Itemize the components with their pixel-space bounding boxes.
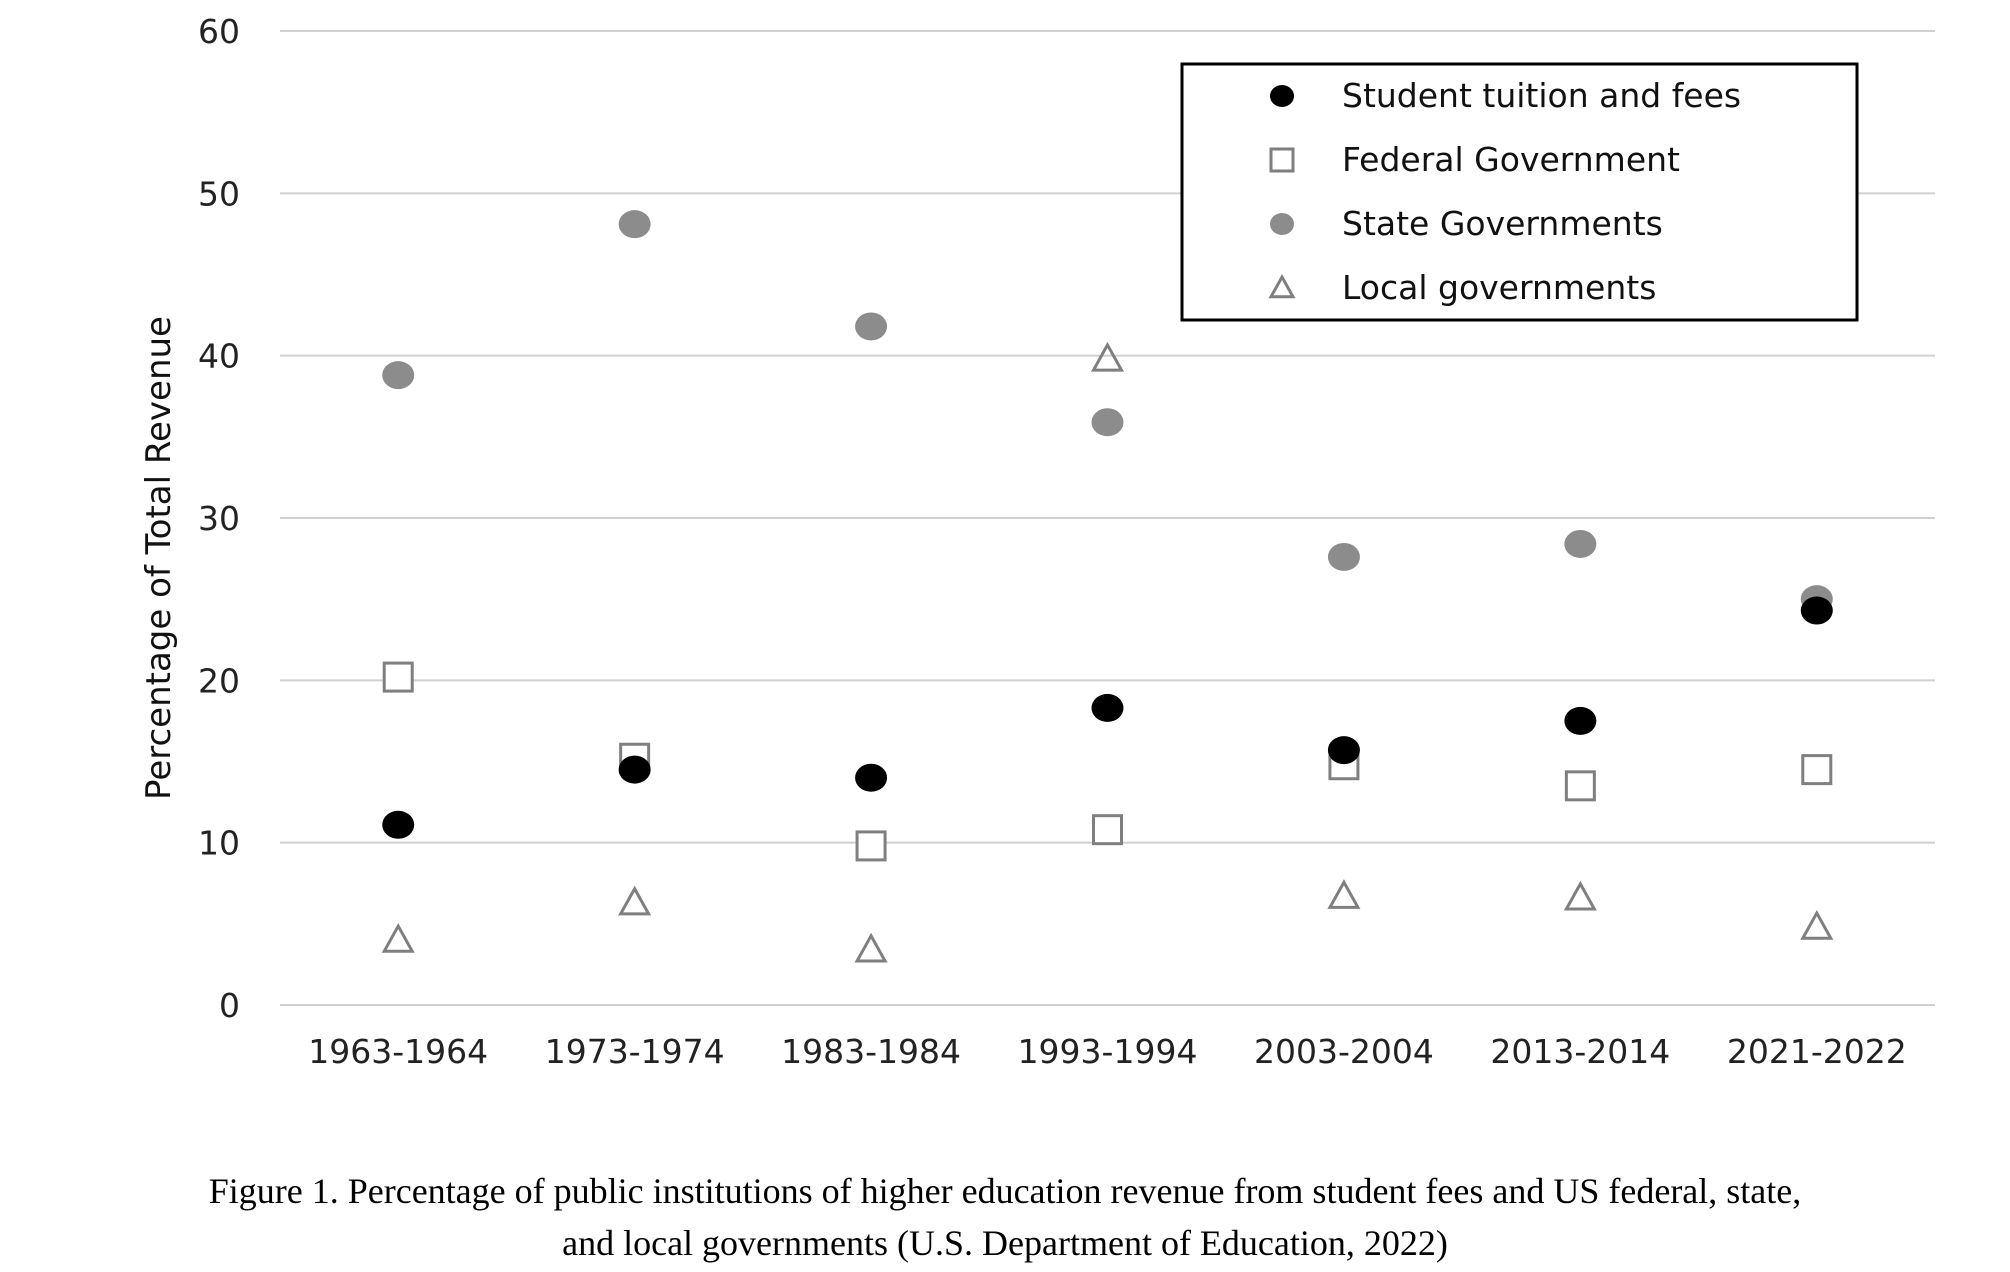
legend-box <box>1180 62 1859 322</box>
y-tick-label: 10 <box>198 824 240 863</box>
legend-label-local-governments: Local governments <box>1342 268 1656 307</box>
point-state-governments <box>1327 542 1360 571</box>
x-tick-label: 2003-2004 <box>1254 1032 1434 1071</box>
y-tick-label: 50 <box>198 174 240 213</box>
point-student-tuition-and-fees <box>382 810 415 839</box>
legend-marker-local-governments <box>1268 273 1296 299</box>
caption-line-2: and local governments (U.S. Department o… <box>562 1223 1448 1263</box>
point-federal-government <box>382 661 414 693</box>
legend-marker-state-governments <box>1270 213 1294 235</box>
point-student-tuition-and-fees <box>1091 693 1124 722</box>
point-local-governments <box>381 922 415 953</box>
x-tick-label: 2021-2022 <box>1727 1032 1907 1071</box>
caption-line-1: Figure 1. Percentage of public instituti… <box>208 1171 1802 1211</box>
y-axis-label: Percentage of Total Revenue <box>139 316 179 800</box>
x-tick-label: 2013-2014 <box>1490 1032 1670 1071</box>
y-tick-label: 20 <box>198 661 240 700</box>
y-tick-label: 40 <box>198 337 240 376</box>
point-state-governments <box>1564 529 1597 558</box>
point-local-governments <box>1563 880 1597 911</box>
point-state-governments <box>1091 408 1124 437</box>
legend-label-student-tuition-and-fees: Student tuition and fees <box>1342 76 1741 115</box>
point-student-tuition-and-fees <box>1327 736 1360 765</box>
point-state-governments <box>382 361 415 390</box>
chart-area: 0 10 20 30 40 50 60 1963-1964 1973-1974 1983-1984… <box>139 12 1935 1071</box>
point-local-governments <box>618 885 652 916</box>
x-tick-label: 1993-1994 <box>1018 1032 1198 1071</box>
figure-caption: Figure 1. Percentage of public instituti… <box>0 1165 2010 1269</box>
point-student-tuition-and-fees <box>618 755 651 784</box>
x-tick-label: 1983-1984 <box>781 1032 961 1071</box>
legend-label-state-governments: State Governments <box>1342 204 1663 243</box>
y-tick-label: 60 <box>198 12 240 51</box>
point-federal-government <box>1801 754 1833 786</box>
point-student-tuition-and-fees <box>1800 596 1833 625</box>
point-local-governments <box>854 932 888 963</box>
point-local-governments <box>1327 879 1361 909</box>
y-tick-label: 0 <box>219 986 240 1025</box>
point-state-governments <box>855 312 888 341</box>
point-federal-government <box>1092 814 1123 846</box>
scatter-chart: 0 10 20 30 40 50 60 1963-1964 1973-1974 1983-1984… <box>139 12 1935 1071</box>
x-tick-label: 1973-1974 <box>545 1032 725 1071</box>
point-federal-government <box>1564 770 1596 802</box>
point-federal-government <box>855 830 887 862</box>
y-tick-label: 30 <box>198 499 240 538</box>
legend-label-federal-government: Federal Government <box>1342 140 1680 179</box>
point-local-governments <box>1800 909 1834 940</box>
point-state-governments <box>618 210 651 239</box>
x-tick-label: 1963-1964 <box>308 1032 488 1071</box>
point-student-tuition-and-fees <box>855 763 888 792</box>
legend-marker-student-tuition-and-fees <box>1270 85 1294 107</box>
point-local-governments <box>1090 341 1125 372</box>
legend-marker-federal-government <box>1269 147 1295 173</box>
point-student-tuition-and-fees <box>1564 706 1597 735</box>
